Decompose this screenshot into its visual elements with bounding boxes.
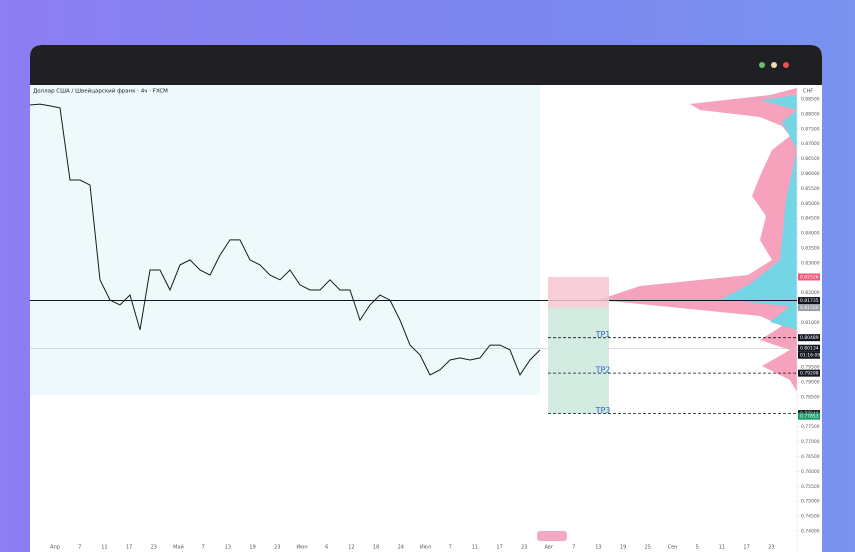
- y-tick-label: 0.75500: [801, 484, 820, 490]
- window-button-red[interactable]: [783, 62, 789, 68]
- session-shade: [30, 85, 540, 395]
- x-tick-label: 17: [126, 545, 132, 551]
- x-tick-label: 7: [572, 545, 575, 551]
- x-tick-label: 19: [620, 545, 626, 551]
- x-tick-label: 11: [101, 545, 107, 551]
- y-tick-label: 0.77500: [801, 424, 820, 430]
- volume-profile-cyan: [720, 95, 797, 330]
- price-tag-label: 0.80489: [800, 335, 819, 341]
- price-tag: [798, 344, 820, 352]
- target-label: TP2: [595, 366, 611, 375]
- x-tick-label: 5: [696, 545, 699, 551]
- window-button-green[interactable]: [759, 62, 765, 68]
- countdown-bg: [798, 351, 820, 359]
- price-tag: [798, 304, 820, 312]
- y-tick-label: 0.82000: [801, 290, 820, 296]
- y-tick-label: 0.88500: [801, 97, 820, 103]
- y-tick-label: 0.86000: [801, 171, 820, 177]
- y-tick-label: 0.74000: [801, 528, 820, 534]
- x-tick-label: 18: [373, 545, 379, 551]
- y-tick-label: 0.79000: [801, 380, 820, 386]
- y-tick-label: 0.84500: [801, 216, 820, 222]
- window-button-yellow[interactable]: [771, 62, 777, 68]
- y-tick-label: 0.74500: [801, 514, 820, 520]
- x-tick-label: 6: [325, 545, 328, 551]
- price-tag-label: 0.77853: [800, 414, 819, 420]
- price-tag-label: 0.81500: [800, 305, 819, 311]
- price-tag: [798, 273, 820, 281]
- x-tick-label: 13: [225, 545, 231, 551]
- y-tick-label: 0.81000: [801, 320, 820, 326]
- chart-title: Доллар США / Швейцарский франк · 4ч · FX…: [33, 88, 168, 95]
- y-tick-label: 0.83000: [801, 260, 820, 266]
- stop-zone: [548, 276, 609, 308]
- price-tag: [798, 369, 820, 377]
- price-tag: [798, 412, 820, 420]
- x-tick-label: 11: [472, 545, 478, 551]
- price-tag-label: 0.80134: [800, 346, 819, 352]
- x-tick-label: 25: [645, 545, 651, 551]
- x-tick-label: 7: [78, 545, 81, 551]
- x-tick-label: 11: [719, 545, 725, 551]
- y-tick-label: 0.76000: [801, 469, 820, 475]
- x-tick-label: 13: [595, 545, 601, 551]
- x-tick-label: 24: [398, 545, 404, 551]
- x-tick-label: 7: [202, 545, 205, 551]
- y-tick-label: 0.76500: [801, 454, 820, 460]
- volume-profile-pink: [598, 88, 797, 392]
- y-tick-label: 0.75000: [801, 499, 820, 505]
- countdown: 01:16:09: [800, 353, 820, 359]
- price-tag: [798, 334, 820, 342]
- x-tick-label: 23: [521, 545, 527, 551]
- x-tick-label: Июн: [296, 545, 307, 551]
- x-tick-label: 23: [274, 545, 280, 551]
- x-tick-label: Апр: [50, 545, 60, 551]
- x-tick-label: 17: [743, 545, 749, 551]
- currency: CHF: [803, 89, 813, 95]
- y-tick-label: 0.85500: [801, 186, 820, 192]
- y-tick-label: 0.87000: [801, 141, 820, 147]
- window-titlebar: [30, 45, 822, 85]
- x-tick-label: 19: [249, 545, 255, 551]
- y-tick-label: 0.86500: [801, 156, 820, 162]
- x-tick-label: 23: [151, 545, 157, 551]
- y-tick-label: 0.88000: [801, 111, 820, 117]
- y-tick-label: 0.85000: [801, 201, 820, 207]
- x-tick-label: 7: [449, 545, 452, 551]
- x-tick-label: Май: [173, 544, 184, 551]
- x-tick-label: Авг: [545, 545, 554, 551]
- target-zone: [548, 307, 609, 414]
- x-tick-label: Сен: [668, 545, 678, 551]
- x-tick-label: Июл: [420, 545, 431, 551]
- price-tag-label: 0.79298: [800, 371, 819, 377]
- price-tag-label: 0.82526: [800, 274, 819, 280]
- price-line: [29, 103, 541, 376]
- y-tick-label: 0.87500: [801, 126, 820, 132]
- y-tick-label: 0.83500: [801, 245, 820, 251]
- price-tag-label: 0.81735: [800, 298, 819, 304]
- x-tick-label: 12: [348, 545, 354, 551]
- window: [30, 45, 822, 552]
- y-tick-label: 0.84000: [801, 231, 820, 237]
- date-badge: [537, 531, 567, 541]
- x-tick-label: 23: [768, 545, 774, 551]
- y-tick-label: 0.79500: [801, 365, 820, 371]
- target-label: TP3: [595, 406, 611, 415]
- x-tick-label: 17: [496, 545, 502, 551]
- y-tick-label: 0.77000: [801, 439, 820, 445]
- target-label: TP1: [595, 330, 611, 339]
- price-tag: [798, 297, 820, 305]
- y-tick-label: 0.78500: [801, 394, 820, 400]
